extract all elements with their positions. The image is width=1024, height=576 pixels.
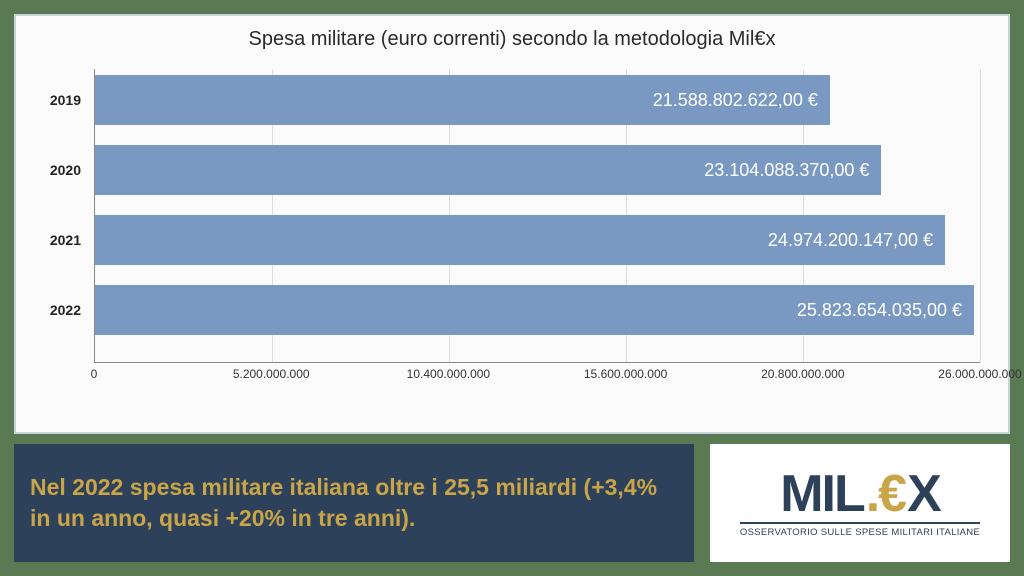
chart-panel: Spesa militare (euro correnti) secondo l… [14,14,1010,434]
footer-caption: Nel 2022 spesa militare italiana oltre i… [14,444,694,562]
bar-row: 202124.974.200.147,00 € [95,215,980,265]
bar: 23.104.088.370,00 € [95,145,881,195]
outer-frame: Spesa militare (euro correnti) secondo l… [0,0,1024,576]
y-axis-label: 2021 [37,232,81,248]
grid-line [980,69,981,362]
chart-plot: 201921.588.802.622,00 € 202023.104.088.37… [94,69,980,363]
logo-subtitle: OSSERVATORIO SULLE SPESE MILITARI ITALIA… [740,522,980,538]
y-axis-label: 2022 [37,302,81,318]
x-tick-label: 0 [91,367,98,381]
milex-logo: MIL.€X OSSERVATORIO SULLE SPESE MILITARI… [710,444,1010,562]
bar-value-label: 25.823.654.035,00 € [797,300,962,321]
bar-value-label: 24.974.200.147,00 € [768,230,933,251]
bar-value-label: 21.588.802.622,00 € [653,90,818,111]
x-axis: 0 5.200.000.000 10.400.000.000 15.600.000.0… [94,363,980,399]
logo-wordmark: MIL.€X [780,468,940,520]
x-tick-label: 15.600.000.000 [584,367,667,381]
chart-title: Spesa militare (euro correnti) secondo l… [36,28,988,51]
bar: 21.588.802.622,00 € [95,75,830,125]
logo-part-mil: MIL [780,468,864,520]
bar-row: 202225.823.654.035,00 € [95,285,980,335]
y-axis-label: 2020 [37,162,81,178]
y-axis-label: 2019 [37,92,81,108]
bar: 25.823.654.035,00 € [95,285,974,335]
x-tick-label: 20.800.000.000 [761,367,844,381]
bar-value-label: 23.104.088.370,00 € [704,160,869,181]
x-tick-label: 26.000.000.000 [938,367,1021,381]
x-tick-label: 5.200.000.000 [233,367,310,381]
logo-part-euro: .€ [866,468,905,520]
bar: 24.974.200.147,00 € [95,215,945,265]
footer: Nel 2022 spesa militare italiana oltre i… [14,444,1010,562]
bar-row: 201921.588.802.622,00 € [95,75,980,125]
bar-row: 202023.104.088.370,00 € [95,145,980,195]
x-tick-label: 10.400.000.000 [407,367,490,381]
logo-part-x: X [907,468,940,520]
chart-area: 201921.588.802.622,00 € 202023.104.088.37… [94,69,980,399]
